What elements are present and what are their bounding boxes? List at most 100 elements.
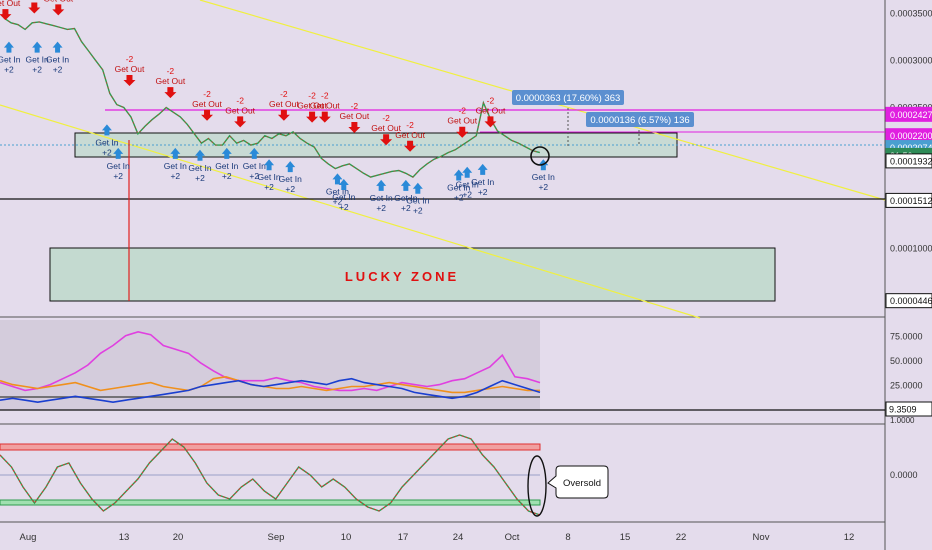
price-tag-label: 0.0001512 <box>890 196 932 206</box>
buy-count: +2 <box>413 206 423 216</box>
buy-signal: Get In+2 <box>370 179 393 213</box>
trendline-lower <box>0 104 701 319</box>
sell-count: -2 <box>351 101 359 111</box>
buy-arrow <box>264 159 275 171</box>
sell-label: Get Out <box>155 76 185 86</box>
lucky-zone-box <box>49 247 776 302</box>
sell-label: Get Out <box>269 99 299 109</box>
oversold-band <box>0 499 541 506</box>
sell-label: Get Out <box>192 99 222 109</box>
sell-arrow <box>52 4 65 16</box>
buy-arrow <box>194 149 205 161</box>
oscillator-line <box>0 377 541 404</box>
buy-arrow <box>412 182 423 194</box>
price-tag-label: 0.0002427 <box>890 110 932 120</box>
buy-label: Get In <box>370 193 393 203</box>
momentum-line-overlay <box>0 434 541 516</box>
price-tag-bg <box>885 293 932 309</box>
sell-count: -2 <box>458 106 466 116</box>
buy-signal: Get In+2 <box>215 147 239 181</box>
buy-signal: Get In+2 <box>26 41 49 75</box>
buy-arrow <box>249 147 260 159</box>
y-tick-label: 0.0003500 <box>890 8 932 18</box>
buy-signal: Get In+2 <box>46 41 69 75</box>
buy-signal: Get In+2 <box>394 179 418 213</box>
buy-count: +2 <box>32 65 42 75</box>
buy-arrow <box>338 178 349 190</box>
buy-label: Get In <box>0 55 21 65</box>
measure-label-2: 0.0000136 (6.57%) 136 <box>590 115 689 126</box>
x-tick-label: 8 <box>565 532 570 543</box>
buy-label: Get In <box>332 192 355 202</box>
sell-label: Get Out <box>225 105 255 115</box>
buy-count: +2 <box>102 147 112 157</box>
price-tags: 0.00024270.00022000.000207431:500.000193… <box>885 106 932 309</box>
buy-signal: Get In+2 <box>456 166 479 200</box>
x-tick-label: 15 <box>620 532 631 543</box>
oscillator-series <box>0 330 541 404</box>
oscillator-shade <box>0 320 540 410</box>
zones <box>0 0 886 319</box>
x-tick-label: 17 <box>398 532 409 543</box>
sell-arrow <box>164 87 177 99</box>
buy-signal: Get In+2 <box>279 161 302 194</box>
price-series <box>3 17 540 178</box>
buy-count: +2 <box>4 65 14 75</box>
buy-arrow <box>170 147 181 159</box>
buy-signal: Get In+2 <box>107 147 130 181</box>
sell-arrow <box>123 74 136 86</box>
sell-arrow <box>0 9 12 21</box>
buy-count: +2 <box>333 196 343 206</box>
oversold-label: Oversold <box>563 478 601 489</box>
sell-count: -2 <box>321 91 329 101</box>
x-tick-label: 13 <box>119 532 130 543</box>
buy-label: Get In <box>532 172 555 182</box>
price-tag-bg <box>885 192 932 208</box>
buy-signal: Get In+2 <box>243 147 266 181</box>
sell-arrow <box>404 140 417 152</box>
mom-tick-label: 0.0000 <box>890 470 918 480</box>
buy-count: +2 <box>170 171 180 181</box>
buy-arrow <box>52 41 63 53</box>
buy-count: +2 <box>249 171 259 181</box>
buy-signal: Get In+2 <box>471 163 495 197</box>
sell-arrow <box>277 109 290 121</box>
buy-label: Get In <box>46 55 69 65</box>
buy-label: Get In <box>394 193 417 203</box>
osc-tick-label: 50.0000 <box>890 356 923 366</box>
buy-arrow <box>3 41 14 53</box>
oversold-callout <box>547 465 609 499</box>
x-tick-label: 20 <box>173 532 184 543</box>
price-line-overlay <box>3 17 540 178</box>
buy-signal: Get In+2 <box>95 124 119 157</box>
buy-signal: Get In+2 <box>447 169 471 203</box>
x-axis: Aug 13 20 Sep 10 17 24 Oct 8 15 22 Nov 12 <box>20 532 855 543</box>
buy-label: Get In <box>107 161 130 171</box>
buy-arrow <box>32 41 43 53</box>
buy-label: Get In <box>26 55 49 65</box>
sell-arrow <box>306 111 319 123</box>
buy-count: +2 <box>538 182 548 192</box>
sell-count: -2 <box>280 89 288 99</box>
measure-label-1: 0.0000363 (17.60%) 363 <box>516 93 621 104</box>
y-tick-label: 0.0001000 <box>890 244 932 254</box>
price-tag-label: 0.0000446 <box>890 296 932 306</box>
price-tag-bg <box>885 106 932 122</box>
sell-count: -2 <box>382 113 390 123</box>
x-tick-label: 12 <box>844 532 855 543</box>
sell-label: Get Out <box>0 0 21 8</box>
sell-label: Get Out <box>340 111 370 121</box>
buy-arrow <box>477 163 488 175</box>
buy-count: +2 <box>264 182 274 192</box>
oversold-ellipse <box>527 455 547 517</box>
buy-count: +2 <box>195 173 205 183</box>
oscillator-line <box>0 375 540 394</box>
osc-extra-label: 1.0000 <box>890 416 915 425</box>
osc-tick-label: 25.0000 <box>890 381 923 391</box>
